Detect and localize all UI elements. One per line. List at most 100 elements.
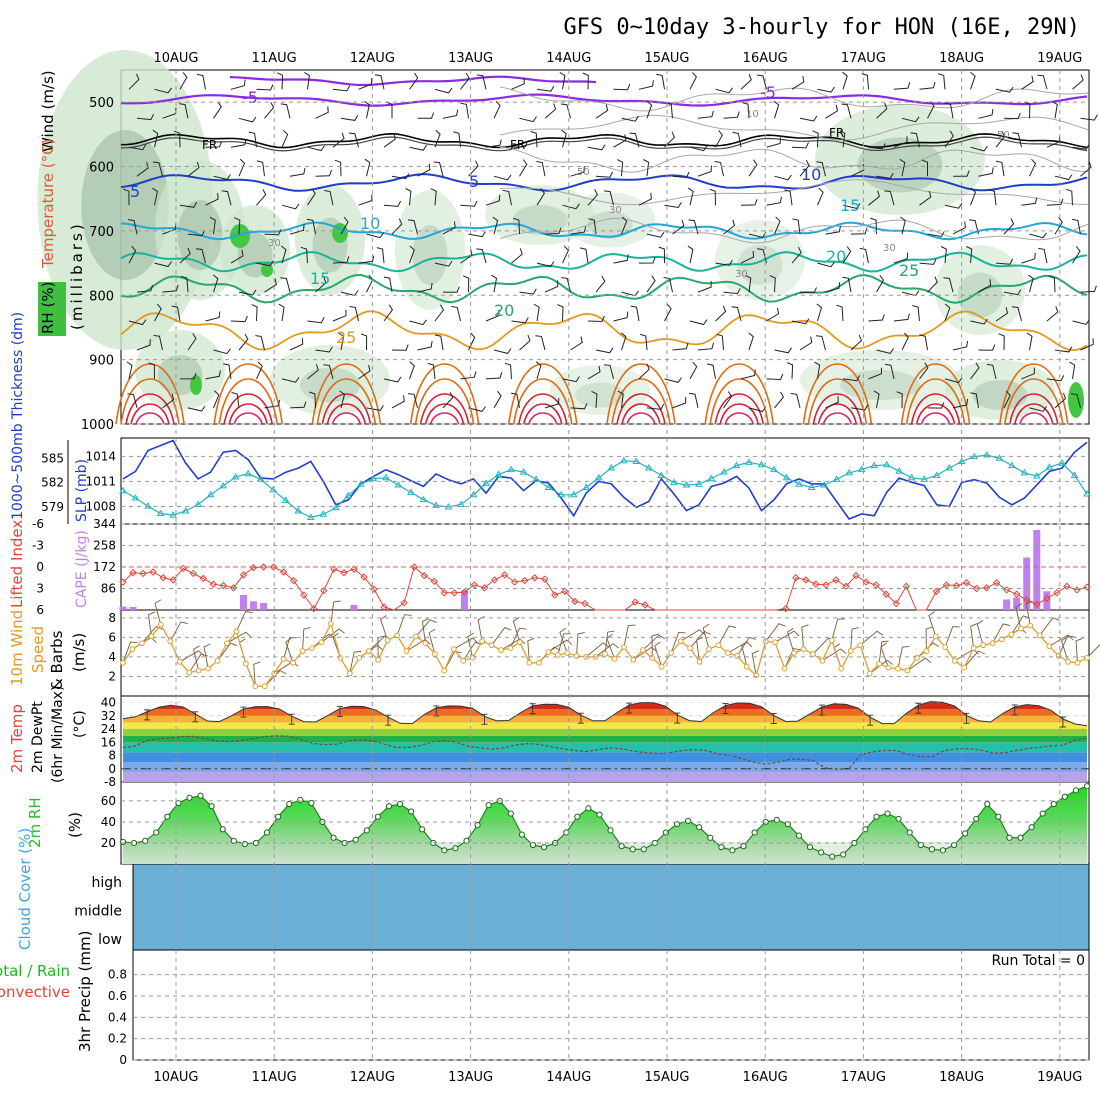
rh-marker — [963, 831, 968, 836]
temp-title-4: (°C) — [72, 710, 88, 738]
rh-marker — [796, 833, 801, 838]
wind-speed-marker — [952, 658, 957, 663]
wind-speed-marker — [1075, 660, 1080, 665]
pressure-tick-label: 800 — [89, 289, 114, 304]
wind-speed-marker — [499, 648, 504, 653]
temp-title-2: 2m DewPt — [30, 701, 46, 773]
temp-color-band — [121, 722, 1089, 729]
wind-speed-marker — [811, 652, 816, 657]
wind-speed-marker — [206, 666, 211, 671]
freezing-level-label: FR — [202, 138, 217, 152]
freezing-level-label: FR — [829, 126, 844, 140]
bottom-date-label: 11AUG — [252, 1070, 297, 1085]
rh-marker — [287, 801, 292, 806]
rh2m-unit: (%) — [66, 812, 84, 838]
wind-speed-marker — [140, 641, 145, 646]
wind-speed-marker — [489, 643, 494, 648]
precip-tick-label: 0 — [119, 1053, 127, 1067]
rh-marker — [486, 803, 491, 808]
wind-speed-marker — [896, 666, 901, 671]
freezing-level-label: FR — [510, 138, 525, 152]
rh-marker — [386, 804, 391, 809]
wind-speed-marker — [839, 666, 844, 671]
wind-speed-marker — [253, 684, 258, 689]
rh-marker — [519, 832, 524, 837]
temp-tick-label: 32 — [101, 709, 116, 723]
wind-speed-marker — [981, 643, 986, 648]
thickness-axis-title: 1000~500mb Thickness (dm) — [10, 312, 26, 520]
slp-tick-label: 1008 — [85, 499, 116, 513]
wind-speed-marker — [1018, 626, 1023, 631]
temp-color-band — [121, 752, 1089, 762]
rh-marker — [1084, 784, 1089, 789]
wind-speed-marker — [177, 659, 182, 664]
wind-speed-marker — [754, 673, 759, 678]
rh-marker — [397, 801, 402, 806]
rh-marker — [841, 852, 846, 857]
wind-speed-marker — [300, 649, 305, 654]
wind-speed-marker — [933, 634, 938, 639]
cape-bar — [1013, 598, 1020, 611]
lifted-tick-label: 6 — [36, 603, 44, 617]
wind-speed-marker — [773, 640, 778, 645]
rh-marker — [1062, 794, 1067, 799]
wind-speed-marker — [792, 651, 797, 656]
rh-high-spot — [1068, 382, 1084, 418]
cloud-title: Cloud Cover (%) — [16, 828, 34, 950]
rh-marker — [575, 814, 580, 819]
precip-tick-label: 0.4 — [108, 1010, 127, 1024]
cape-bar — [1033, 530, 1040, 610]
wind-speed-marker — [877, 661, 882, 666]
cape-tick-label: 86 — [101, 582, 116, 596]
top-date-label: 19AUG — [1037, 51, 1082, 66]
wind-speed-marker — [716, 643, 721, 648]
rh-marker — [120, 839, 125, 844]
wind-speed-marker — [962, 665, 967, 670]
rh-marker — [663, 830, 668, 835]
wind-speed-marker — [848, 649, 853, 654]
wind-speed-marker — [121, 660, 126, 665]
isotherm-label: 10 — [360, 214, 380, 233]
wind-speed-marker — [234, 629, 239, 634]
wind-speed-marker — [518, 640, 523, 645]
lifted-tick-label: 0 — [36, 560, 44, 574]
wind-speed-marker — [338, 655, 343, 660]
wind-speed-marker — [385, 638, 390, 643]
top-date-label: 18AUG — [939, 51, 984, 66]
wind-speed-marker — [451, 647, 456, 652]
cape-bar — [240, 595, 247, 610]
wind-speed-marker — [914, 655, 919, 660]
isotherm-label: 25 — [336, 328, 356, 347]
wind-speed-marker — [168, 639, 173, 644]
wind-speed-marker — [291, 660, 296, 665]
temp-title-3: (6hr Min/Max) — [50, 686, 66, 783]
temp-title-1: 2m Temp — [8, 704, 26, 773]
wind-speed-marker — [622, 645, 627, 650]
rh-marker — [619, 844, 624, 849]
cape-bar — [1003, 600, 1010, 611]
rh-marker — [907, 830, 912, 835]
rh-marker — [165, 814, 170, 819]
wind-speed-marker — [376, 657, 381, 662]
wind-speed-marker — [215, 658, 220, 663]
rh-tick-label: 60 — [101, 794, 116, 808]
rh-contour-label: 10 — [746, 109, 759, 120]
wind-speed-marker — [414, 634, 419, 639]
wind10m-title-2: Speed — [29, 626, 47, 673]
rh-contour-label: 30 — [883, 243, 896, 254]
pressure-tick-label: 500 — [89, 96, 114, 111]
rh-marker — [652, 840, 657, 845]
bottom-date-label: 16AUG — [743, 1070, 788, 1085]
cape-bar — [250, 601, 257, 610]
isotherm-label: 25 — [899, 261, 919, 280]
rh-marker — [298, 797, 303, 802]
rh-tick-label: 20 — [101, 836, 116, 850]
rh-marker — [442, 848, 447, 853]
temp-tick-label: -8 — [104, 775, 116, 789]
wind-speed-marker — [1066, 659, 1071, 664]
rh-marker — [818, 850, 823, 855]
cape-bar — [1043, 591, 1050, 610]
wind-speed-marker — [782, 666, 787, 671]
rh-tick-label: 40 — [101, 815, 116, 829]
wind-speed-marker — [631, 657, 636, 662]
